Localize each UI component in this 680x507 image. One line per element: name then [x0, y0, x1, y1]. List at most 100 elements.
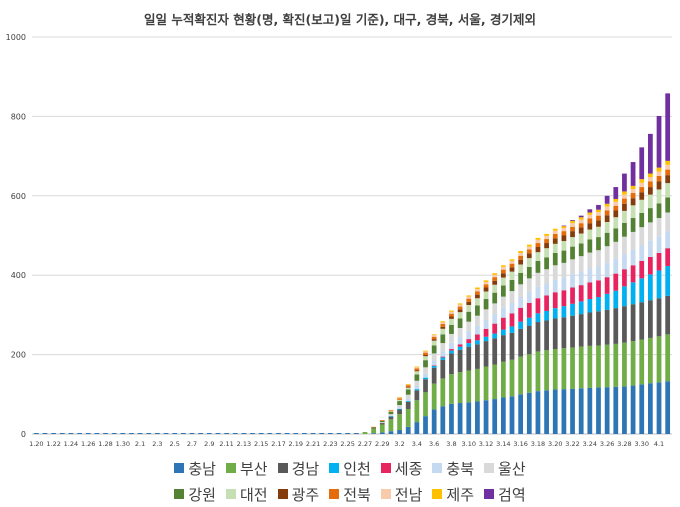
bar-segment — [475, 325, 480, 335]
bar-segment — [665, 183, 671, 198]
x-tick-label: 2.25 — [340, 440, 354, 448]
bar-segment — [258, 433, 264, 434]
bar-segment — [570, 231, 575, 238]
legend-label: 대전 — [239, 485, 268, 504]
bar-segment — [518, 264, 524, 273]
legend-item: 강원 — [174, 484, 216, 505]
bar-segment — [232, 433, 238, 434]
bar-segment — [371, 427, 376, 429]
bar-segment — [423, 350, 428, 352]
bar-segment — [561, 235, 567, 242]
bar-segment — [371, 426, 376, 428]
bar-segment — [518, 307, 524, 322]
legend-swatch — [174, 463, 185, 473]
bar-segment — [630, 282, 636, 305]
bar-segment — [414, 371, 420, 375]
bar-segment — [665, 164, 671, 170]
bar-segment — [414, 374, 420, 381]
bar-segment — [630, 162, 636, 186]
bar-segment — [648, 194, 653, 209]
bar-segment — [388, 414, 394, 416]
bar-segment — [578, 301, 584, 315]
bar-segment — [604, 387, 610, 434]
bar-segment — [552, 238, 558, 244]
bar-segment — [431, 383, 437, 410]
bar-segment — [449, 349, 454, 351]
bar-segment — [656, 171, 662, 176]
bar-segment — [639, 179, 645, 183]
bar-segment — [561, 389, 567, 434]
bar-segment — [587, 282, 593, 300]
bar-segment — [622, 306, 627, 343]
bar-segment — [561, 231, 567, 236]
bar-segment — [42, 433, 48, 434]
bar-segment — [423, 354, 428, 357]
bar-segment — [622, 210, 627, 223]
bar-segment — [466, 321, 472, 332]
bar-segment — [440, 357, 446, 360]
bar-segment — [163, 433, 169, 434]
bar-segment — [552, 243, 558, 253]
bar-segment — [526, 266, 532, 279]
bar-segment — [423, 416, 428, 434]
bar-segment — [630, 385, 636, 434]
bar-segment — [483, 341, 489, 367]
bar-segment — [613, 290, 619, 309]
bar-segment — [604, 215, 610, 223]
bar-segment — [544, 235, 549, 240]
bar-segment — [526, 253, 532, 259]
bar-segment — [457, 309, 463, 313]
bar-segment — [639, 147, 645, 180]
bar-segment — [665, 248, 671, 267]
legend-swatch — [225, 489, 236, 499]
bar-segment — [587, 209, 593, 213]
bar-segment — [665, 381, 671, 434]
bar-segment — [405, 384, 411, 386]
bar-segment — [457, 318, 463, 329]
bar-segment — [604, 195, 610, 204]
x-tick-label: 1.26 — [81, 440, 95, 448]
bar-segment — [561, 250, 567, 263]
bar-segment — [423, 351, 428, 353]
bar-segment — [535, 252, 541, 261]
bar-segment — [431, 339, 437, 341]
bar-segment — [449, 324, 454, 334]
bar-segment — [639, 302, 645, 340]
legend-label: 울산 — [498, 459, 526, 478]
bar-segment — [596, 215, 601, 221]
legend-swatch — [277, 463, 288, 473]
bar-segment — [492, 277, 498, 281]
bar-segment — [630, 185, 636, 190]
bar-segment — [518, 321, 524, 329]
bar-segment — [587, 214, 593, 219]
bar-segment — [483, 280, 489, 282]
bar-segment — [475, 344, 480, 369]
bar-segment — [440, 334, 446, 344]
bar-segment — [353, 433, 359, 434]
bar-segment — [180, 433, 186, 434]
bar-segment — [570, 347, 575, 389]
bar-segment — [379, 432, 385, 434]
bar-segment — [648, 337, 653, 384]
legend-swatch — [225, 463, 236, 473]
bar-segment — [492, 364, 498, 400]
bar-segment — [544, 295, 549, 311]
bar-segment — [570, 388, 575, 434]
bar-segment — [578, 271, 584, 286]
bar-segment — [526, 258, 532, 267]
bar-segment — [596, 226, 601, 238]
bar-segment — [414, 380, 420, 386]
bar-segment — [457, 337, 463, 345]
bar-segment — [457, 312, 463, 319]
bar-segment — [440, 324, 446, 327]
legend-swatch — [484, 489, 495, 499]
x-tick-label: 3.30 — [634, 440, 648, 448]
bar-segment — [665, 295, 671, 335]
legend-item: 대전 — [225, 484, 268, 505]
bar-segment — [492, 273, 498, 275]
legend-swatch — [277, 489, 288, 499]
bar-segment — [544, 350, 549, 391]
bar-segment — [414, 400, 420, 423]
bar-segment — [397, 405, 402, 408]
bar-segment — [475, 368, 480, 402]
